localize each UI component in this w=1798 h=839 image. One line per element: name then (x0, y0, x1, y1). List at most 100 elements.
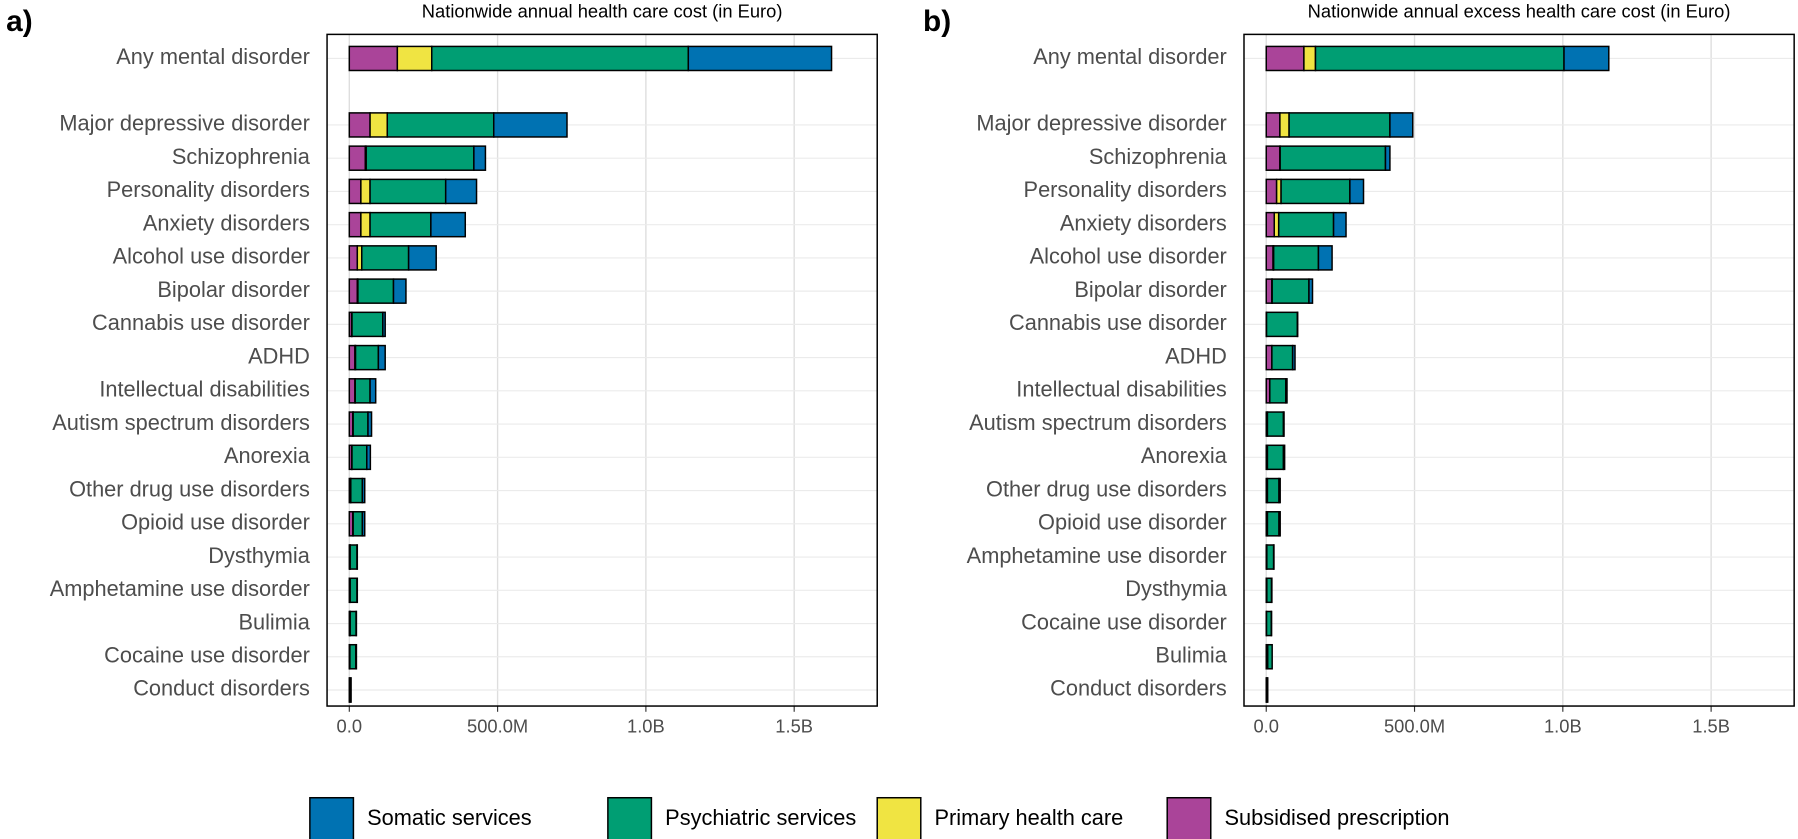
category-label: Any mental disorder (116, 44, 310, 69)
category-label: Opioid use disorder (121, 510, 310, 535)
bar-segment (350, 477, 364, 504)
bar-segment (369, 178, 447, 205)
x-tick-label: 0.0 (1254, 716, 1279, 737)
bar-segment (351, 311, 384, 338)
bar-segment (1266, 477, 1280, 504)
category-label: Other drug use disorders (69, 476, 310, 501)
panel-label: b) (923, 5, 951, 38)
bar-segment (369, 378, 377, 404)
bar-segment (1303, 45, 1317, 72)
category-label: Alcohol use disorder (1030, 244, 1227, 269)
category-label: Bulimia (238, 609, 310, 634)
category-label: Anxiety disorders (1060, 210, 1227, 235)
category-label: Cocaine use disorder (1021, 609, 1227, 634)
x-tick-label: 1.0B (1544, 716, 1582, 737)
category-label: Intellectual disabilities (99, 377, 310, 402)
category-label: Autism spectrum disorders (969, 410, 1227, 435)
bar-segment (492, 112, 568, 138)
legend-label: Primary health care (935, 805, 1124, 830)
bar-segment (1272, 245, 1320, 271)
category-label: Anxiety disorders (143, 210, 310, 235)
bar-segment (687, 45, 833, 72)
bar-segment (357, 278, 395, 304)
legend-swatch (876, 796, 922, 839)
bar-segment (369, 211, 432, 238)
x-tick-label: 500.0M (467, 716, 528, 737)
panel-label: a) (6, 5, 32, 38)
category-label: Dysthymia (1125, 576, 1227, 601)
bar-segment (407, 245, 437, 271)
legend-swatch (607, 796, 653, 839)
bar-segment (361, 511, 366, 537)
bar-segment (348, 245, 359, 271)
bar-segment (360, 178, 371, 205)
bar-segment (349, 577, 358, 604)
bar-segment (1332, 211, 1347, 238)
bar-segment (1563, 45, 1610, 72)
bar-segment (392, 278, 407, 304)
bar-segment (396, 45, 433, 72)
bar-segment (1279, 145, 1387, 171)
bar-segment (349, 610, 357, 637)
bar-segment (386, 112, 495, 138)
category-label: Alcohol use disorder (113, 244, 310, 269)
category-label: Anorexia (1141, 443, 1228, 468)
bar-segment (1265, 178, 1278, 205)
category-label: Any mental disorder (1033, 44, 1227, 69)
bar-segment (352, 511, 364, 537)
bar-segment (1277, 211, 1335, 238)
category-label: Opioid use disorder (1038, 510, 1227, 535)
bar-segment (1265, 344, 1273, 371)
bar-segment (1265, 112, 1281, 138)
category-label: ADHD (248, 343, 310, 368)
x-tick-label: 1.5B (775, 716, 813, 737)
bar-segment (1266, 444, 1285, 471)
bar-segment (382, 311, 386, 338)
bar-segment (1265, 145, 1281, 171)
bar-segment (1266, 411, 1285, 437)
bar-segment (348, 378, 356, 404)
category-label: Bipolar disorder (157, 277, 309, 302)
category-label: Cannabis use disorder (92, 310, 310, 335)
bar-segment (1349, 178, 1365, 205)
legend-swatch (1166, 796, 1212, 839)
bar-segment (349, 544, 358, 570)
bar-segment (365, 145, 475, 171)
category-label: Cocaine use disorder (104, 643, 310, 668)
category-label: Personality disorders (1024, 177, 1227, 202)
bar-segment (1282, 411, 1285, 437)
bar-segment (369, 112, 389, 138)
bar-segment (354, 344, 380, 371)
category-label: Dysthymia (208, 543, 310, 568)
bar-segment (1282, 444, 1286, 471)
category-label: Major depressive disorder (976, 111, 1226, 136)
bar-segment (1285, 378, 1288, 404)
x-tick-label: 1.0B (627, 716, 665, 737)
bar-segment (1266, 511, 1280, 537)
category-label: Autism spectrum disorders (52, 410, 310, 435)
category-label: Bipolar disorder (1074, 277, 1226, 302)
bar-segment (1308, 278, 1314, 304)
legend-label: Subsidised prescription (1225, 805, 1450, 830)
bar-segment (352, 411, 369, 437)
category-label: Amphetamine use disorder (967, 543, 1227, 568)
plot-frame (326, 33, 878, 707)
bar-segment (361, 477, 366, 504)
bar-segment (348, 145, 367, 171)
category-label: ADHD (1165, 343, 1227, 368)
bar-segment (430, 211, 467, 238)
bar-segment (1280, 178, 1351, 205)
bar-segment (1271, 278, 1310, 304)
bar-segment (1314, 45, 1565, 72)
bar-segment (431, 45, 690, 72)
category-label: Cannabis use disorder (1009, 310, 1227, 335)
category-label: Personality disorders (107, 177, 310, 202)
category-label: Other drug use disorders (986, 476, 1227, 501)
bar-segment (1278, 511, 1281, 537)
bar-segment (355, 643, 358, 670)
category-label: Amphetamine use disorder (50, 576, 310, 601)
category-label: Schizophrenia (1089, 144, 1228, 169)
bar-segment (367, 411, 373, 437)
chart-title: Nationwide annual health care cost (in E… (422, 0, 783, 21)
